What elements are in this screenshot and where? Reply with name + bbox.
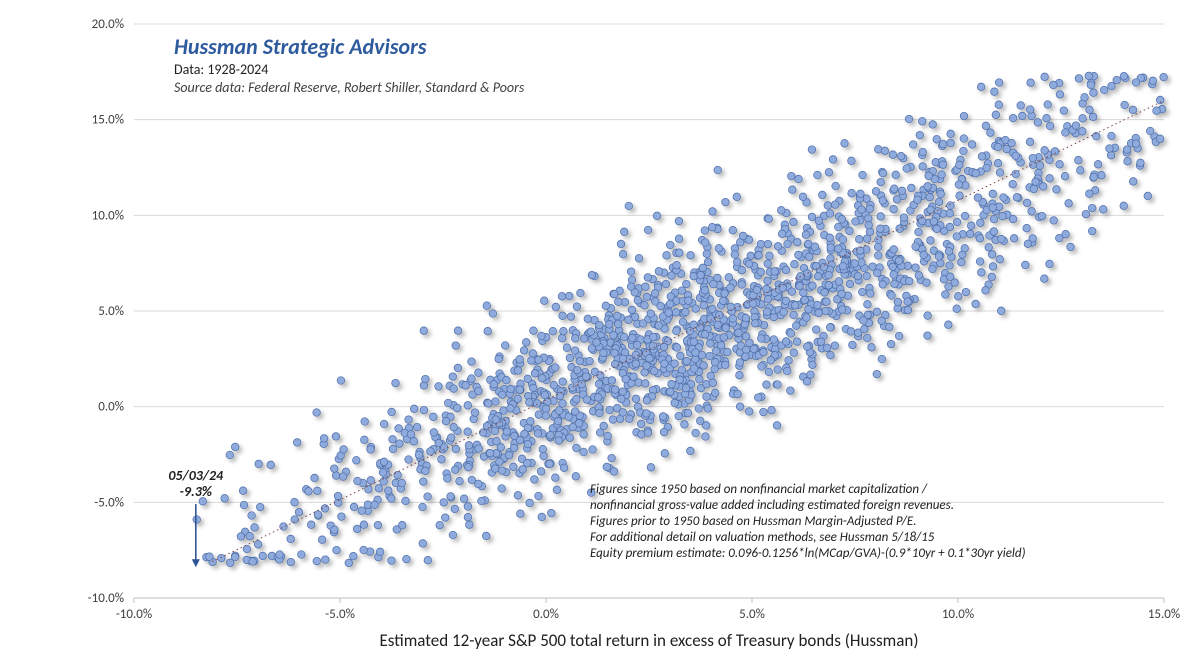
title-source: Source data: Federal Reserve, Robert Shi… <box>174 79 525 96</box>
x-tick-label: 5.0% <box>739 607 765 622</box>
chart-svg: -10.0% -5.0% 0.0% 5.0% 10.0% 15.0% 20.0% -10.0%… <box>0 0 1195 672</box>
y-tick-label: -5.0% <box>94 495 124 510</box>
y-tick-label: -10.0% <box>88 591 124 606</box>
y-tick-label: 10.0% <box>92 208 124 223</box>
y-tick-label: 15.0% <box>92 113 124 128</box>
footnote-line: Figures since 1950 based on nonfinancial… <box>590 482 928 497</box>
y-tick-label: 5.0% <box>98 304 124 319</box>
y-tick-label: 20.0% <box>92 17 124 32</box>
title-sub: Data: 1928-2024 <box>174 61 268 78</box>
callout-value: -9.3% <box>180 483 213 500</box>
footnote-line: Figures prior to 1950 based on Hussman M… <box>590 514 917 529</box>
x-axis-label: Estimated 12-year S&P 500 total return i… <box>379 630 918 651</box>
x-tick-label: -5.0% <box>325 607 355 622</box>
footnote-line: Equity premium estimate: 0.096-0.1256*ln… <box>590 546 1026 561</box>
scatter-chart: -10.0% -5.0% 0.0% 5.0% 10.0% 15.0% 20.0% -10.0%… <box>0 0 1195 672</box>
y-tick-label: 0.0% <box>98 400 124 415</box>
title-main: Hussman Strategic Advisors <box>174 33 427 60</box>
x-tick-label: 15.0% <box>1148 607 1180 622</box>
callout-date: 05/03/24 <box>168 467 224 484</box>
x-tick-label: 0.0% <box>533 607 559 622</box>
footnote-line: For additional detail on valuation metho… <box>590 530 935 545</box>
footnote-line: nonfinancial gross-value added including… <box>590 498 954 513</box>
x-tick-label: 10.0% <box>942 607 974 622</box>
x-tick-label: -10.0% <box>116 607 152 622</box>
